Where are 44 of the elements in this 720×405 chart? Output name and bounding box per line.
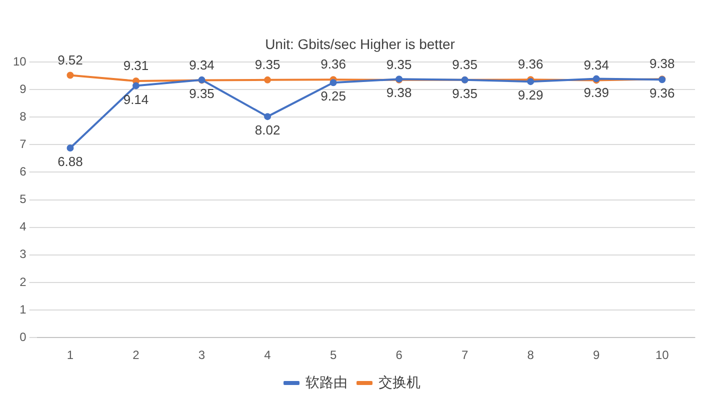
data-label: 9.31 — [123, 58, 149, 74]
x-tick-label: 8 — [527, 348, 534, 362]
y-tick-label: 3 — [20, 247, 27, 262]
data-label: 9.36 — [518, 56, 544, 72]
data-label: 9.29 — [518, 88, 544, 103]
x-tick-label: 3 — [198, 348, 206, 362]
data-label: 9.35 — [386, 56, 412, 72]
y-tick-label: 8 — [20, 109, 27, 124]
data-label: 9.36 — [649, 86, 675, 101]
data-label: 9.35 — [452, 56, 478, 72]
y-tick-label: 10 — [12, 54, 27, 68]
y-tick-label: 9 — [20, 82, 27, 96]
y-tick-label: 6 — [20, 164, 27, 179]
y-tick-label: 2 — [20, 274, 27, 289]
y-tick-label: 4 — [20, 220, 27, 234]
x-tick-label: 1 — [66, 348, 74, 362]
y-tick-label: 0 — [20, 330, 27, 344]
data-label: 9.34 — [584, 57, 610, 72]
data-label: 9.36 — [320, 56, 346, 72]
chart-subtitle: Unit: Gbits/sec Higher is better — [264, 36, 456, 52]
data-label: 6.88 — [58, 154, 83, 170]
legend-label: 交换机 — [378, 374, 420, 390]
x-tick-label: 4 — [264, 348, 272, 362]
y-tick-label: 7 — [20, 136, 27, 151]
data-label: 9.35 — [452, 86, 478, 101]
data-label: 9.25 — [320, 88, 346, 104]
x-tick-label: 2 — [132, 348, 140, 362]
data-label: 9.38 — [649, 56, 675, 72]
y-tick-label: 1 — [20, 302, 27, 316]
data-label: 9.34 — [189, 57, 214, 72]
y-tick-label: 5 — [20, 192, 27, 206]
data-label: 9.35 — [189, 86, 214, 101]
data-label: 9.38 — [386, 85, 412, 100]
data-label: 9.35 — [254, 56, 280, 72]
data-label: 9.14 — [123, 92, 149, 107]
x-tick-label: 5 — [330, 348, 337, 362]
x-tick-label: 6 — [396, 348, 403, 362]
x-tick-label: 7 — [461, 348, 468, 362]
data-label: 9.39 — [584, 84, 610, 100]
x-tick-label: 10 — [655, 348, 670, 362]
data-label: 9.52 — [58, 52, 83, 68]
x-tick-label: 9 — [593, 348, 600, 362]
data-label: 8.02 — [254, 122, 280, 138]
legend-label: 软路由 — [306, 374, 348, 390]
